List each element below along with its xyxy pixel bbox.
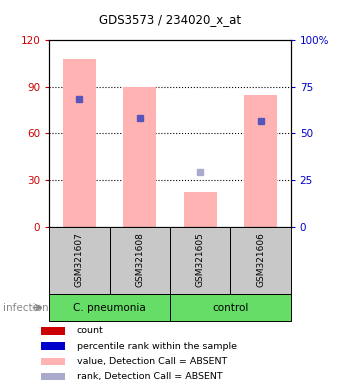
Bar [109, 227, 170, 294]
Bar [170, 227, 231, 294]
Bar [49, 227, 109, 294]
Text: GDS3573 / 234020_x_at: GDS3573 / 234020_x_at [99, 13, 241, 26]
Bar [170, 294, 291, 321]
Text: GSM321605: GSM321605 [196, 232, 205, 287]
Bar [184, 192, 217, 227]
Text: GSM321608: GSM321608 [135, 232, 144, 287]
Bar [49, 294, 170, 321]
Text: infection: infection [3, 303, 49, 313]
Text: GSM321607: GSM321607 [75, 232, 84, 287]
Text: control: control [212, 303, 249, 313]
Text: C. pneumonia: C. pneumonia [73, 303, 146, 313]
Text: rank, Detection Call = ABSENT: rank, Detection Call = ABSENT [77, 372, 222, 381]
Text: value, Detection Call = ABSENT: value, Detection Call = ABSENT [77, 357, 227, 366]
Text: count: count [77, 326, 103, 335]
Text: GSM321606: GSM321606 [256, 232, 265, 287]
Bar [123, 87, 156, 227]
Bar [41, 373, 65, 380]
Bar [41, 343, 65, 350]
Bar [41, 358, 65, 365]
Bar [230, 227, 291, 294]
Text: percentile rank within the sample: percentile rank within the sample [77, 342, 237, 351]
Bar [244, 94, 277, 227]
Bar [41, 327, 65, 334]
Bar [63, 59, 96, 227]
